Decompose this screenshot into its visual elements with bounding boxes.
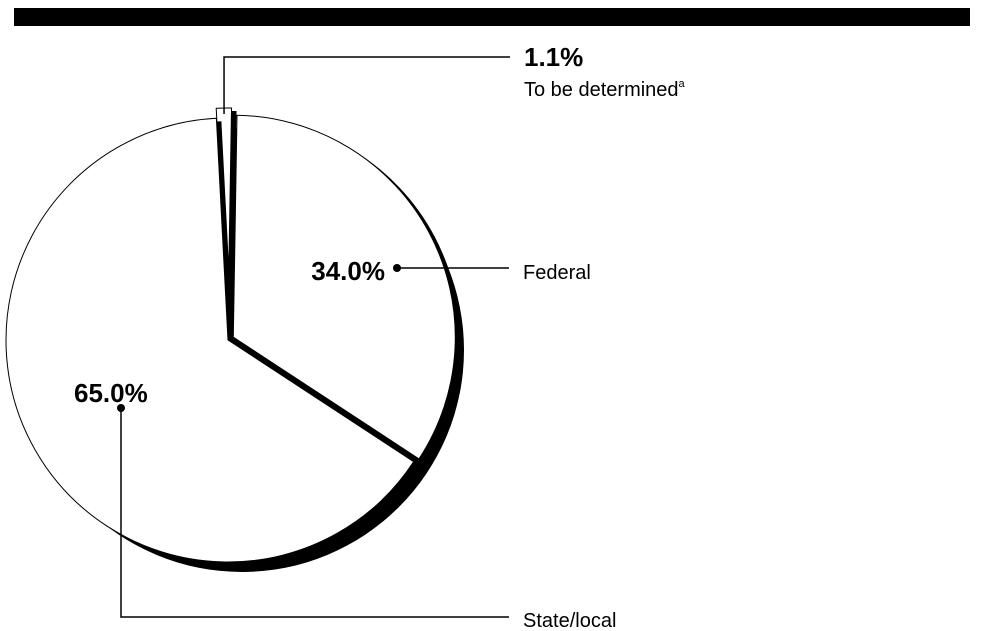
header-bar bbox=[14, 8, 970, 26]
callout-lines bbox=[117, 56, 510, 618]
slice-federal bbox=[232, 114, 456, 460]
tbd-value-label: 1.1% bbox=[524, 42, 583, 72]
pie-slices bbox=[5, 107, 461, 565]
tbd-leader-line bbox=[223, 56, 510, 115]
state-local-value-label: 65.0% bbox=[74, 378, 148, 408]
state-local-category-label: State/local bbox=[523, 610, 616, 631]
state-local-leader-line bbox=[120, 408, 509, 618]
tbd-footnote-marker: a bbox=[679, 78, 686, 90]
slice-state-local bbox=[5, 117, 415, 563]
tbd-category-label: To be determineda bbox=[524, 78, 686, 101]
federal-category-label: Federal bbox=[523, 262, 591, 284]
slice-labels: 1.1% To be determineda 34.0% Federal 65.… bbox=[74, 42, 686, 631]
federal-value-label: 34.0% bbox=[311, 256, 385, 286]
tbd-category-text: To be determined bbox=[524, 79, 679, 101]
